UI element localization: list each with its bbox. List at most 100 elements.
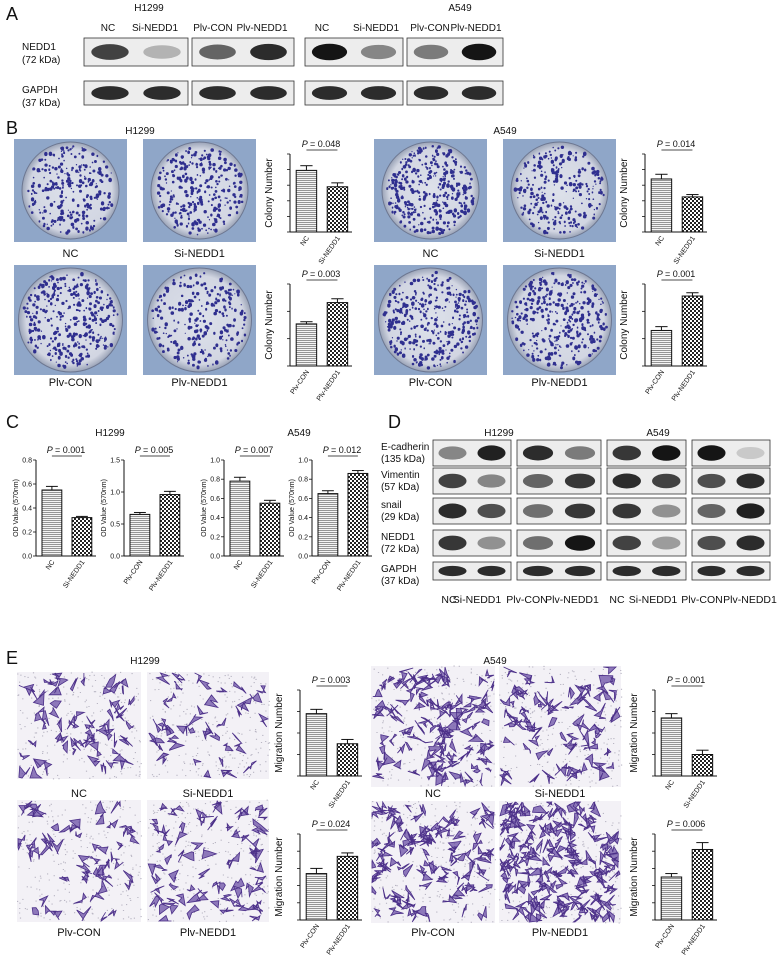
panel-label-C: C	[6, 412, 19, 432]
panelA-blot-gapdh-band	[199, 86, 236, 100]
panelD-blot-e-cadherin-band	[522, 445, 554, 461]
y-axis-label: Colony Number	[264, 158, 275, 228]
panelD-blot-e-cadherin	[691, 439, 771, 467]
x-tick-label: Si-NEDD1	[683, 779, 707, 810]
panelD-blot-e-cadherin	[606, 439, 687, 467]
p-value-number: = 0.001	[675, 675, 705, 685]
panelD-blot-nedd1	[606, 529, 687, 557]
p-symbol: P	[312, 819, 320, 829]
migration-image-bg	[17, 800, 141, 922]
bar-NC	[229, 480, 251, 557]
panelA-blot-nedd1	[406, 37, 504, 67]
panelD-blot-e-cadherin-band	[652, 445, 681, 461]
p-value: P = 0.007	[235, 445, 273, 455]
dish-label: NC	[423, 248, 439, 260]
panelD-blot-e-cadherin-band	[564, 446, 596, 460]
x-tick-label: NC	[233, 559, 245, 571]
panelA-lane-label: Si-NEDD1	[132, 23, 179, 34]
colony-dish	[143, 139, 256, 242]
panelD-blot-snail-band	[564, 503, 596, 519]
migration-label: Plv-CON	[57, 927, 100, 939]
p-value: P = 0.012	[323, 445, 361, 455]
x-tick-label: NC	[310, 779, 322, 791]
chart-E-8: NC Si-NEDD1 P = 0.003 Migration Number	[274, 675, 362, 810]
dish-label: Plv-CON	[409, 377, 452, 389]
migration-image	[17, 800, 142, 923]
x-tick-label: NC	[655, 235, 667, 247]
p-symbol: P	[323, 445, 331, 455]
panelD-blot-gapdh	[516, 561, 602, 581]
chart-B-3: Plv-CON Plv-NEDD1 P = 0.001 Colony Number	[619, 269, 707, 402]
panelA-blot-nedd1-band	[143, 45, 181, 59]
x-tick-label: Plv-NEDD1	[336, 559, 362, 592]
bar-Plv-NEDD1	[159, 494, 181, 557]
colony-dish	[374, 265, 487, 375]
p-value-number: = 0.024	[320, 819, 350, 829]
panel-label-D: D	[388, 412, 401, 432]
bar-NC	[650, 178, 673, 233]
panelB-cellline-a549: A549	[493, 126, 517, 137]
migration-image	[499, 800, 622, 924]
panelA-cellline-h1299: H1299	[134, 3, 164, 14]
panelD-blot-gapdh	[606, 561, 687, 581]
panelD-blot-nedd1	[432, 529, 512, 557]
chart-C-4: 0.0 0.2 0.4 0.6 0.8 NC Si-NEDD1 P = 0.001 OD Val…	[13, 445, 96, 590]
p-symbol: P	[312, 675, 320, 685]
dish-label: Si-NEDD1	[534, 248, 585, 260]
x-tick-label: Plv-CON	[299, 923, 321, 950]
bar-NC	[41, 489, 63, 557]
panelA-blot-nedd1-band	[250, 43, 287, 61]
panelA-blot-nedd1-band	[199, 44, 236, 60]
migration-label: Plv-CON	[411, 927, 454, 939]
p-value: P = 0.001	[657, 269, 695, 279]
migration-image-cells	[371, 666, 495, 788]
migration-image-pores	[149, 671, 271, 778]
panelD-blot-vimentin	[432, 467, 512, 495]
colony-dish-colonies	[511, 271, 608, 370]
panelE-cellline-h1299: H1299	[130, 656, 160, 667]
panelD-blot-snail-band	[697, 504, 726, 518]
panelD-row-kda: (72 kDa)	[381, 544, 419, 555]
y-tick-label: 0.0	[22, 554, 32, 561]
colony-dish	[503, 265, 616, 375]
colony-dish	[143, 265, 256, 375]
panelD-blot-nedd1-band	[564, 535, 596, 551]
dish-label: Plv-CON	[49, 377, 92, 389]
bar-Si-NEDD1	[259, 502, 281, 557]
panelD-blot-gapdh-band	[736, 565, 765, 577]
chart-E-10: Plv-CON Plv-NEDD1 P = 0.024 Migration Numbe…	[274, 819, 362, 956]
bar-Plv-NEDD1	[681, 295, 704, 367]
panelD-blot-vimentin-band	[652, 473, 681, 489]
p-value-number: = 0.012	[331, 445, 361, 455]
migration-image	[499, 665, 623, 788]
panelD-blot-snail-band	[736, 503, 765, 519]
panelD-blot-nedd1	[691, 529, 771, 557]
panelD-blot-vimentin-band	[612, 473, 641, 489]
panelD-blot-e-cadherin-band	[612, 445, 641, 461]
colony-dish-colonies	[513, 145, 605, 235]
colony-dish-colonies	[156, 147, 244, 236]
panelA-lane-label: Plv-CON	[410, 23, 449, 34]
migration-label: Plv-NEDD1	[532, 927, 588, 939]
x-tick-label: Plv-NEDD1	[671, 369, 697, 402]
panelD-blot-gapdh-band	[612, 565, 641, 577]
p-symbol: P	[667, 675, 675, 685]
p-value-number: = 0.003	[310, 269, 340, 279]
chart-E-11: Plv-CON Plv-NEDD1 P = 0.006 Migration Numbe…	[629, 819, 717, 956]
panelD-blot-e-cadherin-band	[736, 446, 765, 460]
p-value-number: = 0.048	[310, 139, 340, 149]
x-tick-label: Plv-CON	[654, 923, 676, 950]
bar-Si-NEDD1	[691, 754, 714, 777]
p-value-number: = 0.007	[243, 445, 273, 455]
migration-image	[17, 671, 142, 780]
panelD-row-kda: (37 kDa)	[381, 576, 419, 587]
colony-dish-colonies	[386, 144, 475, 235]
migration-image-cells	[147, 800, 270, 922]
panelA-lane-label: Plv-CON	[193, 23, 232, 34]
colony-dish	[503, 139, 616, 242]
bar-Plv-CON	[305, 873, 328, 921]
panelD-blot-vimentin	[516, 467, 602, 495]
migration-image-pores	[17, 800, 142, 921]
panelA-blot-gapdh	[83, 80, 189, 106]
panelD-blot-gapdh	[432, 561, 512, 581]
